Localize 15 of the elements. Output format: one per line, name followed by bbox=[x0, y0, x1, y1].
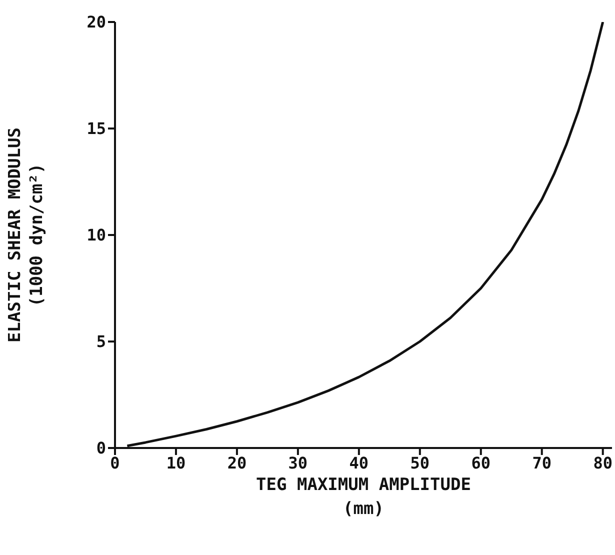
x-tick-label: 0 bbox=[110, 453, 120, 472]
x-tick-label: 10 bbox=[166, 453, 186, 472]
x-tick-label: 60 bbox=[471, 453, 491, 472]
y-tick-label: 20 bbox=[86, 12, 106, 32]
x-tick-label: 50 bbox=[410, 453, 430, 472]
x-tick-label: 30 bbox=[288, 453, 308, 472]
x-tick-label: 70 bbox=[532, 453, 552, 472]
x-axis-title: TEG MAXIMUM AMPLITUDE (mm) bbox=[256, 475, 471, 519]
x-tick-label: 20 bbox=[227, 453, 247, 472]
y-tick-label: 10 bbox=[86, 226, 106, 245]
y-tick-label: 5 bbox=[96, 332, 106, 352]
y-tick-label: 0 bbox=[96, 438, 106, 458]
x-tick-label: 80 bbox=[593, 453, 612, 472]
y-tick-label: 15 bbox=[86, 119, 106, 138]
x-tick-label: 40 bbox=[349, 453, 369, 472]
